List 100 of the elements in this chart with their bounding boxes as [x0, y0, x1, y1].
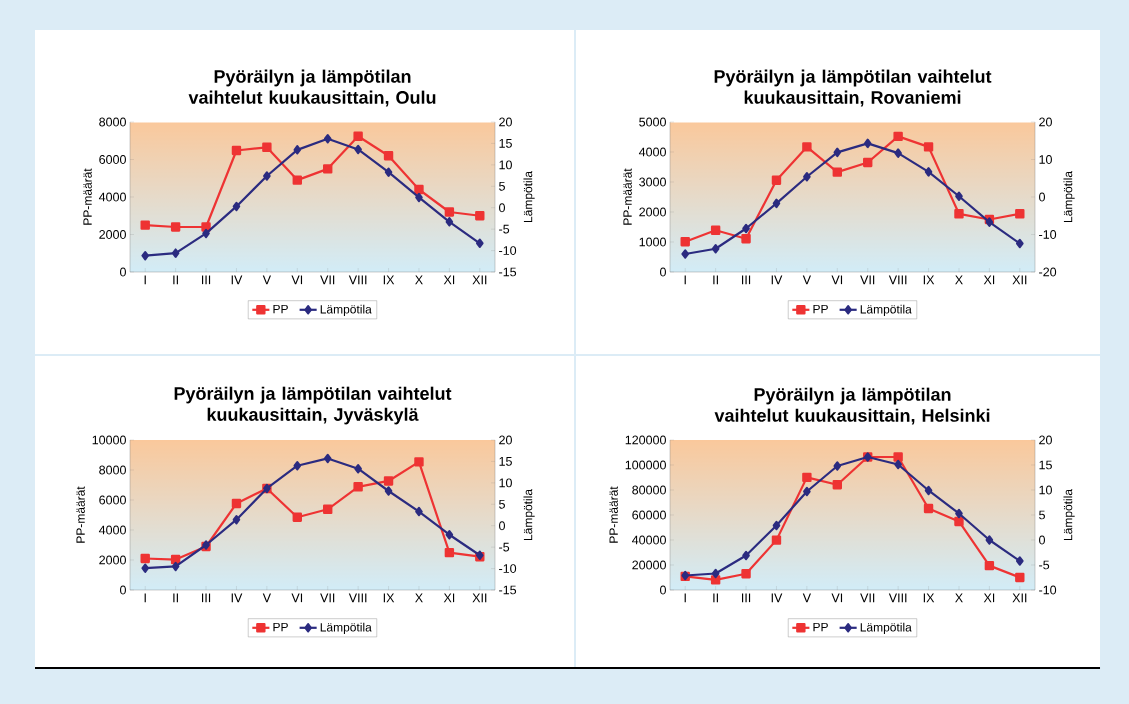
x-tick-label: III [742, 593, 751, 603]
x-tick-label: XI [443, 275, 455, 285]
x-tick-label: V [802, 275, 811, 285]
legend-label: PP [273, 304, 288, 314]
y-tick-label: 3000 [639, 177, 666, 187]
y2-tick-label: 20 [1039, 435, 1052, 445]
y2-tick-label: 0 [499, 203, 505, 213]
x-tick-label: I [144, 275, 146, 285]
y2-tick-label: -10 [1039, 585, 1057, 595]
y-tick-label: 4000 [98, 192, 126, 202]
y-tick-label: 0 [120, 267, 126, 277]
legend-label: Lämpötila [320, 304, 372, 316]
x-tick-label: IX [383, 275, 395, 285]
x-tick-label: X [955, 593, 963, 603]
y-axis-title: PP-määrät [76, 486, 85, 543]
y-tick-label: 8000 [99, 465, 126, 475]
x-tick-label: III [201, 593, 211, 603]
x-tick-label: IV [231, 275, 243, 285]
y-tick-label: 4000 [98, 525, 126, 535]
x-tick-label: IV [231, 593, 243, 603]
x-tick-label: X [955, 275, 963, 285]
y2-tick-label: -10 [499, 564, 517, 573]
x-tick-label: VIII [888, 275, 907, 285]
y-tick-label: 2000 [639, 207, 666, 217]
y2-tick-label: -15 [499, 585, 517, 595]
y-axis-title: PP-määrät [609, 486, 618, 543]
legend-label: PP [813, 304, 828, 314]
legend-label: Lämpötila [860, 622, 912, 634]
y2-tick-label: 20 [499, 435, 512, 445]
y2-axis-title: Lämpötila [1063, 171, 1075, 223]
y-tick-label: 1000 [639, 237, 666, 247]
x-tick-label: XII [1012, 593, 1027, 603]
x-tick-label: II [173, 275, 178, 285]
y2-tick-label: 0 [499, 521, 505, 531]
y2-tick-label: 0 [1039, 192, 1046, 202]
y-tick-label: 0 [660, 585, 666, 595]
x-tick-label: II [713, 593, 718, 603]
y2-axis-title: Lämpötila [523, 489, 535, 541]
x-tick-label: IX [383, 593, 395, 603]
legend-label: PP [273, 622, 288, 632]
x-tick-label: V [262, 275, 271, 285]
y2-tick-label: 10 [499, 478, 512, 488]
y-tick-label: 6000 [99, 495, 126, 505]
y-tick-label: 0 [120, 585, 126, 595]
y-tick-label: 5000 [639, 117, 666, 127]
y-tick-label: 4000 [638, 147, 666, 157]
x-tick-label: VI [831, 275, 843, 285]
x-tick-label: VIII [888, 593, 907, 603]
y2-tick-label: 20 [1039, 117, 1052, 127]
y2-tick-label: 5 [499, 499, 505, 509]
y-tick-label: 6000 [99, 155, 126, 164]
x-tick-label: VI [291, 593, 303, 603]
x-tick-label: IX [923, 593, 935, 603]
x-tick-label: VIII [348, 275, 367, 285]
y2-tick-label: 15 [499, 139, 512, 148]
y-tick-label: 120000 [625, 435, 666, 445]
x-tick-label: X [415, 275, 423, 285]
y2-axis-title: Lämpötila [1063, 489, 1075, 541]
x-tick-label: II [713, 275, 718, 285]
y2-tick-label: 5 [499, 181, 505, 191]
y2-axis-title: Lämpötila [523, 171, 535, 223]
y-tick-label: 2000 [99, 230, 126, 239]
x-tick-label: III [201, 275, 211, 285]
x-tick-label: I [684, 275, 686, 285]
x-tick-label: XII [472, 275, 487, 285]
x-tick-label: IV [771, 593, 783, 603]
x-tick-label: XI [443, 593, 455, 603]
chart-title: Pyöräilyn ja lämpötilan vaihtelut kuukausittain, Jyväskylä [174, 386, 452, 425]
x-tick-label: VII [320, 275, 335, 285]
x-tick-label: XI [983, 593, 995, 603]
x-tick-label: V [802, 593, 811, 603]
y-axis-title: PP-määrät [83, 168, 92, 225]
y2-tick-label: 10 [1039, 485, 1052, 495]
x-tick-label: XII [472, 593, 487, 603]
y-tick-label: 40000 [632, 535, 666, 545]
x-tick-label: XI [983, 275, 995, 285]
y-axis-title: PP-määrät [623, 168, 632, 225]
chart-title: Pyöräilyn ja lämpötilan vaihtelut kuukausittain, Helsinki [714, 387, 990, 425]
y2-tick-label: 20 [499, 117, 512, 127]
x-tick-label: V [262, 593, 271, 603]
y2-tick-label: -10 [1039, 230, 1057, 239]
x-tick-label: IX [923, 275, 935, 285]
y2-tick-label: -5 [499, 542, 510, 552]
x-tick-label: VIII [348, 593, 367, 603]
y2-tick-label: -5 [499, 224, 510, 234]
y2-tick-label: -10 [499, 246, 517, 255]
legend-label: Lämpötila [320, 622, 372, 634]
y2-tick-label: 15 [499, 457, 512, 466]
x-tick-label: VII [320, 593, 335, 603]
x-tick-label: VII [860, 275, 875, 285]
y-tick-label: 20000 [632, 560, 666, 570]
y-tick-label: 10000 [92, 435, 126, 445]
legend-label: PP [813, 622, 828, 632]
y2-tick-label: 0 [1039, 535, 1046, 545]
x-tick-label: VII [860, 593, 875, 603]
y2-tick-label: 5 [1039, 510, 1045, 520]
x-tick-label: IV [771, 275, 783, 285]
chart-title: Pyöräilyn ja lämpötilan vaihtelut kuukausittain, Oulu [188, 69, 436, 107]
x-tick-label: XII [1012, 275, 1027, 285]
chart-title: Pyöräilyn ja lämpötilan vaihtelut kuukausittain, Rovaniemi [714, 69, 992, 107]
